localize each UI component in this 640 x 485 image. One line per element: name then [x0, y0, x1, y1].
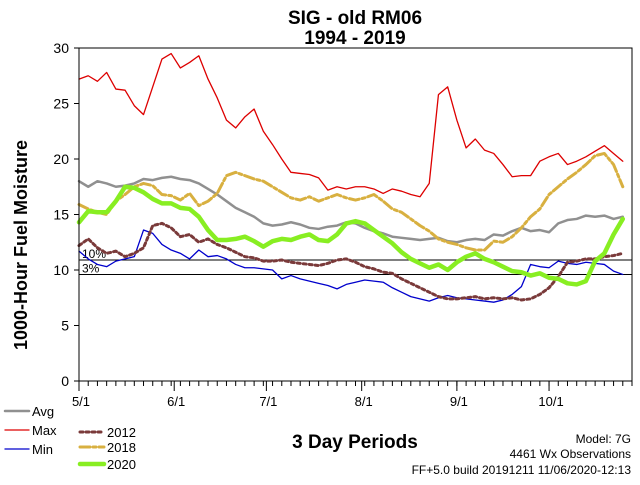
legend-label-max: Max [32, 423, 57, 438]
legend-label-2012: 2012 [107, 425, 136, 440]
x-tick-label: 8/1 [355, 394, 373, 409]
y-tick-label: 10 [53, 262, 69, 278]
legend-label-min: Min [32, 442, 53, 457]
x-tick-label: 9/1 [450, 394, 468, 409]
x-tick-label: 6/1 [167, 394, 185, 409]
x-axis-ticks: 5/1 6/1 7/1 8/1 9/1 10/1 [72, 381, 633, 409]
footer-build: FF+5.0 build 20191211 11/06/2020-12:13 [412, 463, 632, 477]
footer-observations: 4461 Wx Observations [510, 447, 631, 461]
chart-subtitle: 1994 - 2019 [304, 28, 405, 49]
y-tick-label: 0 [61, 373, 69, 389]
series-line-min [78, 229, 624, 303]
x-tick-label: 7/1 [259, 394, 277, 409]
series-line-2020 [76, 184, 626, 287]
legend-label-2020: 2020 [107, 457, 136, 472]
x-tick-label: 5/1 [72, 394, 90, 409]
y-tick-label: 5 [61, 318, 69, 334]
series-line-2012 [77, 221, 625, 302]
series-line-max [78, 52, 624, 198]
series-line-2018 [77, 151, 625, 252]
legend-label-avg: Avg [32, 404, 54, 419]
y-tick-label: 30 [53, 40, 69, 56]
chart-title: SIG - old RM06 [288, 8, 422, 29]
y-axis-ticks: 0 5 10 15 20 25 30 [53, 40, 79, 389]
y-axis-label: 1000-Hour Fuel Moisture [11, 140, 31, 350]
legend-label-2018: 2018 [107, 440, 136, 455]
footer-model: Model: 7G [576, 432, 631, 446]
y-tick-label: 15 [53, 207, 69, 223]
series-layer [76, 52, 626, 303]
reference-line-label: 10% [82, 247, 106, 261]
x-tick-label: 10/1 [538, 394, 563, 409]
y-tick-label: 20 [53, 151, 69, 167]
x-axis-label: 3 Day Periods [292, 432, 418, 453]
reference-line-label: 3% [82, 261, 100, 275]
y-tick-label: 25 [53, 96, 69, 112]
